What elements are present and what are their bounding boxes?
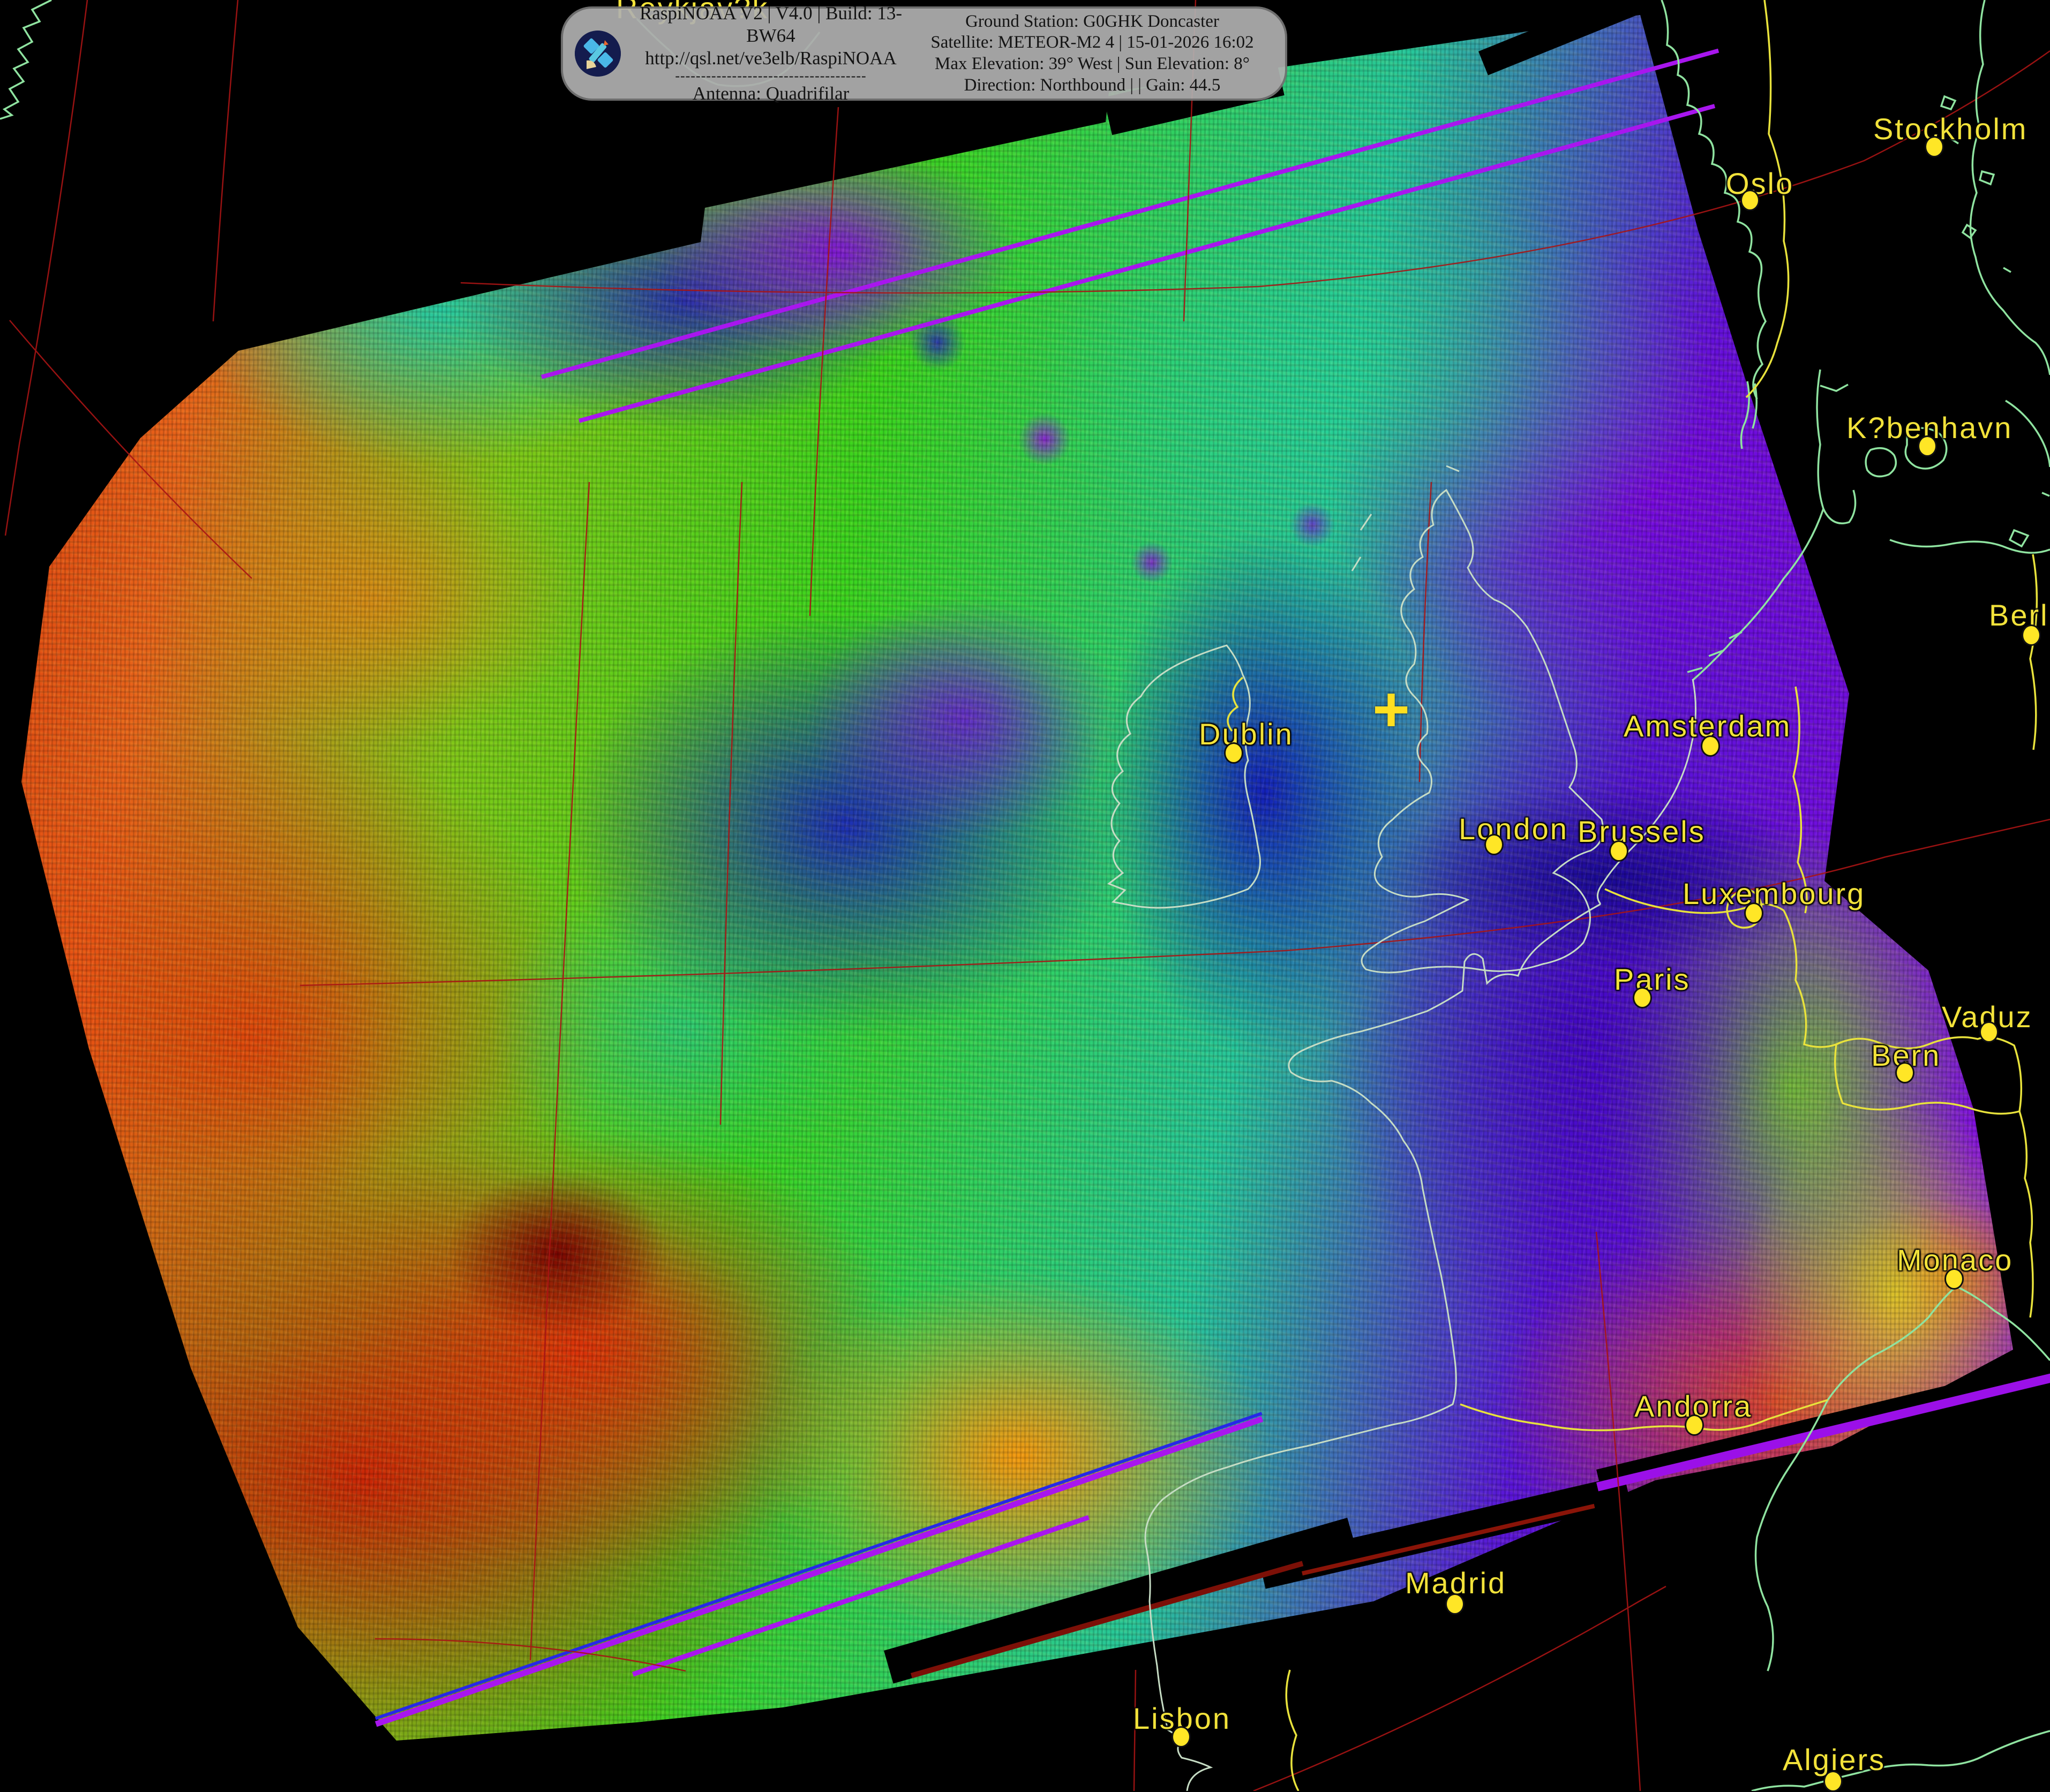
city-marker-dot [1445, 1593, 1465, 1615]
antenna-info: Antenna: Quadrifilar [692, 82, 850, 104]
city-marker-dot [1701, 735, 1720, 757]
city-marker-dot [1685, 1414, 1704, 1436]
hebrides [1351, 465, 1460, 571]
riviera-coast [1827, 1285, 2050, 1401]
poland-border [2029, 554, 2038, 750]
city-label: Luxembourg [1683, 877, 1866, 910]
ireland-coast [1107, 644, 1261, 909]
header-left-column: RaspiNOAA V2 | V4.0 | Build: 13-BW64 htt… [621, 2, 921, 104]
zealand-island [1904, 427, 1948, 470]
city-marker-dot [1979, 1021, 1999, 1043]
city-marker-dot [1609, 840, 1628, 862]
city-label: London [1459, 812, 1568, 846]
header-right-column: Ground Station: G0GHK Doncaster Satellit… [921, 11, 1264, 96]
northern-ireland-border [1227, 676, 1244, 732]
jutland-coast [1816, 369, 1857, 524]
build-info: RaspiNOAA V2 | V4.0 | Build: 13-BW64 [639, 3, 903, 47]
france-germany-border [1783, 910, 1837, 1048]
pyrenees-border [1460, 1399, 1828, 1432]
catalonia-coast [1754, 1399, 1829, 1671]
city-marker-dot [1633, 987, 1652, 1008]
city-marker-dot [1172, 1726, 1191, 1748]
coastlines-inside-swath [1107, 465, 1696, 1791]
funen-island [1865, 447, 1897, 478]
spain-portugal-border [1285, 1669, 1300, 1791]
city-marker-dot [1224, 742, 1243, 764]
city-label: Brussels [1578, 815, 1706, 848]
north-sea-coast [1687, 508, 1824, 681]
city-label: Dublin [1199, 717, 1294, 751]
city-marker-dot [1944, 1268, 1964, 1290]
greenland-coast [0, 0, 52, 120]
north-africa-coast [1751, 1730, 2050, 1791]
switzerland-border [1834, 1036, 2023, 1115]
project-url: http://qsl.net/ve3elb/RaspiNOAA [645, 48, 897, 69]
city-marker-dot [2022, 624, 2041, 646]
satellite-info: Satellite: METEOR-M2 4 | 15-01-2026 16:0… [930, 33, 1254, 52]
ground-station-info: Ground Station: G0GHK Doncaster [965, 11, 1219, 31]
norway-sweden-border [1745, 0, 1790, 398]
direction-gain-info: Direction: Northbound | | Gain: 44.5 [964, 75, 1221, 95]
archipelago [1940, 95, 2011, 273]
italy-border [2018, 1111, 2034, 1318]
graticule-lines [4, 0, 2050, 1791]
city-label: Oslo [1726, 167, 1794, 200]
elevation-info: Max Elevation: 39° West | Sun Elevation:… [935, 54, 1250, 73]
country-borders [1227, 0, 2038, 1791]
belgium-france-border [1604, 888, 1784, 914]
luxembourg-border [1726, 888, 1763, 929]
city-label: Berlin [1989, 598, 2050, 632]
norway-coast [1661, 0, 1767, 400]
raspinoaa-logo-icon [575, 31, 621, 77]
city-marker-dot [1744, 902, 1763, 924]
city-label: Stockholm [1873, 112, 2028, 146]
skane-coast [2005, 400, 2050, 497]
france-atlantic-coast [1144, 903, 1601, 1791]
great-britain-coast [1361, 488, 1604, 974]
city-marker-dot [1918, 435, 1937, 457]
city-marker-dot [1925, 136, 1944, 157]
city-marker-dot [1740, 190, 1760, 211]
ground-station-crosshair: + [1372, 673, 1410, 746]
sweden-east-coast [1969, 0, 2050, 375]
city-marker-dot [1823, 1771, 1843, 1792]
city-marker-dot [1484, 834, 1504, 855]
city-label: Paris [1614, 962, 1691, 996]
divider: ------------------------------------- [675, 68, 867, 84]
baltic-german-coast [1889, 529, 2050, 554]
netherlands-coast [1596, 679, 1696, 905]
city-marker-dot [1895, 1062, 1914, 1083]
nl-germany-border [1792, 686, 1808, 914]
info-header: RaspiNOAA V2 | V4.0 | Build: 13-BW64 htt… [561, 3, 1287, 104]
